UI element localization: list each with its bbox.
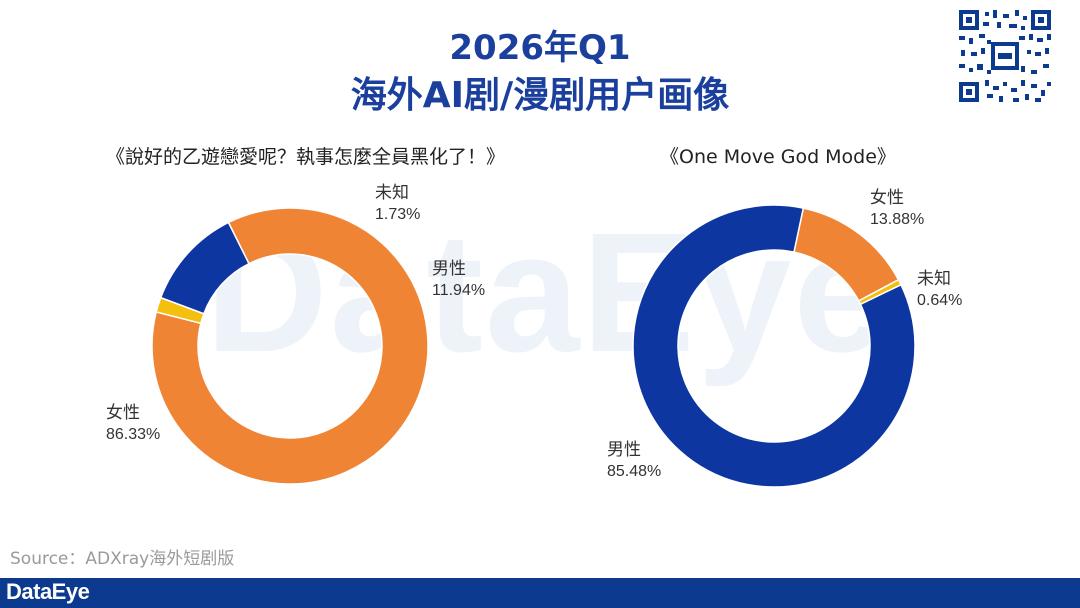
footer-bar: DataEye (0, 578, 1080, 608)
slice-value-0-2: 11.94% (432, 282, 485, 299)
page-title-line2: 海外AI剧/漫剧用户画像 (350, 75, 730, 116)
slice-label-1-0: 女性 (870, 188, 904, 208)
donut-slice-0-0 (151, 207, 429, 485)
slice-value-0-1: 1.73% (375, 206, 420, 223)
slice-value-0-0: 86.33% (106, 426, 160, 443)
slice-label-0-1: 未知 (375, 183, 409, 203)
chart-title-right: 《One Move God Mode》 (660, 146, 896, 168)
slice-value-1-1: 0.64% (917, 292, 962, 309)
donut-slice-1-2 (632, 204, 916, 488)
qr-code-icon (957, 8, 1053, 104)
footer-logo: DataEye (6, 579, 90, 604)
page-title-line1: 2026年Q1 (449, 28, 631, 68)
chart-title-left: 《說好的乙遊戀愛呢？執事怎麼全員黑化了！》 (106, 146, 506, 168)
source-note: Source：ADXray海外短剧版 (10, 549, 235, 569)
slice-value-1-0: 13.88% (870, 211, 924, 228)
slice-label-0-0: 女性 (106, 403, 140, 423)
slice-label-1-1: 未知 (917, 269, 951, 289)
slice-label-0-2: 男性 (432, 259, 466, 279)
slice-label-1-2: 男性 (607, 440, 641, 460)
donut-slice-0-2 (159, 221, 250, 315)
slice-value-1-2: 85.48% (607, 463, 661, 480)
